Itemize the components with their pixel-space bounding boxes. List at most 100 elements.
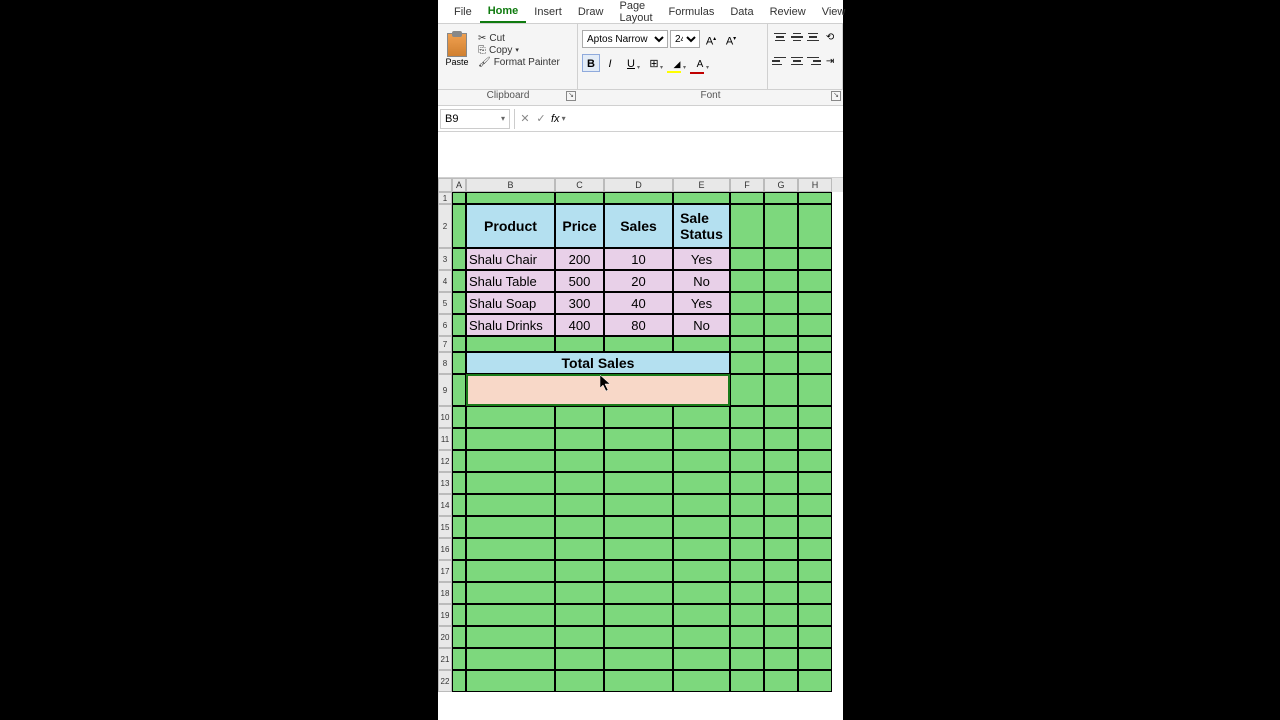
cell-H11[interactable] (798, 428, 832, 450)
cell-D20[interactable] (604, 626, 673, 648)
cell-G3[interactable] (764, 248, 798, 270)
row-header-15[interactable]: 15 (438, 516, 452, 538)
cell-status-3[interactable]: No (673, 314, 730, 336)
cell-H13[interactable] (798, 472, 832, 494)
total-sales-label[interactable]: Total Sales (466, 352, 730, 374)
cell-C1[interactable] (555, 192, 604, 204)
align-right-button[interactable] (806, 52, 822, 70)
row-header-19[interactable]: 19 (438, 604, 452, 626)
cell-E20[interactable] (673, 626, 730, 648)
cell-A18[interactable] (452, 582, 466, 604)
cell-G21[interactable] (764, 648, 798, 670)
cell-B11[interactable] (466, 428, 555, 450)
cell-G1[interactable] (764, 192, 798, 204)
fx-icon[interactable]: fx (551, 113, 560, 125)
row-header-2[interactable]: 2 (438, 204, 452, 248)
header-product[interactable]: Product (466, 204, 555, 248)
cell-product-2[interactable]: Shalu Soap (466, 292, 555, 314)
cell-G4[interactable] (764, 270, 798, 292)
copy-button[interactable]: ⎘ Copy ▾ (476, 45, 562, 56)
col-header-G[interactable]: G (764, 178, 798, 192)
row-header-9[interactable]: 9 (438, 374, 452, 406)
italic-button[interactable]: I (601, 54, 619, 72)
increase-font-button[interactable]: A▴ (702, 30, 720, 48)
row-header-17[interactable]: 17 (438, 560, 452, 582)
cell-B7[interactable] (466, 336, 555, 352)
cell-sales-1[interactable]: 20 (604, 270, 673, 292)
cell-D7[interactable] (604, 336, 673, 352)
align-left-button[interactable] (772, 52, 788, 70)
cell-product-0[interactable]: Shalu Chair (466, 248, 555, 270)
cell-H22[interactable] (798, 670, 832, 692)
cell-H21[interactable] (798, 648, 832, 670)
cell-D13[interactable] (604, 472, 673, 494)
cell-G7[interactable] (764, 336, 798, 352)
cell-D1[interactable] (604, 192, 673, 204)
cell-G2[interactable] (764, 204, 798, 248)
cell-A10[interactable] (452, 406, 466, 428)
cell-F20[interactable] (730, 626, 764, 648)
cell-G5[interactable] (764, 292, 798, 314)
cell-status-2[interactable]: Yes (673, 292, 730, 314)
cell-D21[interactable] (604, 648, 673, 670)
cell-B13[interactable] (466, 472, 555, 494)
bold-button[interactable]: B (582, 54, 600, 72)
cell-A2[interactable] (452, 204, 466, 248)
cell-C22[interactable] (555, 670, 604, 692)
cell-E22[interactable] (673, 670, 730, 692)
cell-A5[interactable] (452, 292, 466, 314)
cell-H17[interactable] (798, 560, 832, 582)
cell-C20[interactable] (555, 626, 604, 648)
col-header-E[interactable]: E (673, 178, 730, 192)
cell-G19[interactable] (764, 604, 798, 626)
cell-C13[interactable] (555, 472, 604, 494)
header-status[interactable]: SaleStatus (673, 204, 730, 248)
menu-view[interactable]: View (814, 2, 854, 22)
cell-E17[interactable] (673, 560, 730, 582)
cell-F14[interactable] (730, 494, 764, 516)
col-header-B[interactable]: B (466, 178, 555, 192)
cell-G11[interactable] (764, 428, 798, 450)
row-header-6[interactable]: 6 (438, 314, 452, 336)
cell-H7[interactable] (798, 336, 832, 352)
cell-G16[interactable] (764, 538, 798, 560)
cell-A22[interactable] (452, 670, 466, 692)
cell-F8[interactable] (730, 352, 764, 374)
cell-F19[interactable] (730, 604, 764, 626)
cell-H8[interactable] (798, 352, 832, 374)
row-header-14[interactable]: 14 (438, 494, 452, 516)
cell-G15[interactable] (764, 516, 798, 538)
cell-C18[interactable] (555, 582, 604, 604)
row-header-7[interactable]: 7 (438, 336, 452, 352)
row-header-16[interactable]: 16 (438, 538, 452, 560)
borders-button[interactable]: ⊞ (643, 54, 665, 72)
cell-E12[interactable] (673, 450, 730, 472)
menu-formulas[interactable]: Formulas (661, 2, 723, 22)
cell-G20[interactable] (764, 626, 798, 648)
cell-A4[interactable] (452, 270, 466, 292)
formula-input[interactable] (566, 109, 843, 129)
col-header-C[interactable]: C (555, 178, 604, 192)
select-all-corner[interactable] (438, 178, 452, 192)
menu-home[interactable]: Home (480, 1, 527, 23)
cell-A21[interactable] (452, 648, 466, 670)
cell-F13[interactable] (730, 472, 764, 494)
cell-E13[interactable] (673, 472, 730, 494)
cell-H15[interactable] (798, 516, 832, 538)
row-header-13[interactable]: 13 (438, 472, 452, 494)
total-sales-value[interactable] (466, 374, 730, 406)
row-header-8[interactable]: 8 (438, 352, 452, 374)
cell-F10[interactable] (730, 406, 764, 428)
cell-F22[interactable] (730, 670, 764, 692)
cell-G14[interactable] (764, 494, 798, 516)
cell-price-3[interactable]: 400 (555, 314, 604, 336)
cell-F4[interactable] (730, 270, 764, 292)
col-header-A[interactable]: A (452, 178, 466, 192)
cell-B14[interactable] (466, 494, 555, 516)
font-name-select[interactable]: Aptos Narrow (582, 30, 668, 48)
cell-H1[interactable] (798, 192, 832, 204)
cell-price-2[interactable]: 300 (555, 292, 604, 314)
cell-sales-2[interactable]: 40 (604, 292, 673, 314)
cell-B10[interactable] (466, 406, 555, 428)
cell-A15[interactable] (452, 516, 466, 538)
